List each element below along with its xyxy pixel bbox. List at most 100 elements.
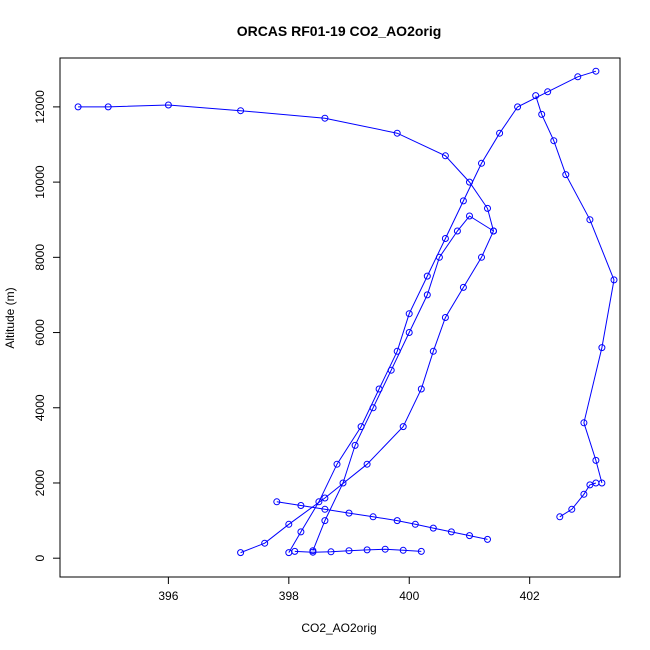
- data-point: [441, 235, 449, 242]
- data-point: [429, 347, 437, 355]
- series-line-0: [78, 104, 495, 554]
- data-point: [164, 101, 172, 109]
- data-point: [459, 197, 467, 205]
- data-point: [538, 110, 546, 118]
- data-point: [297, 502, 305, 509]
- data-point: [315, 498, 323, 506]
- data-point: [237, 549, 245, 557]
- data-point: [568, 505, 576, 513]
- data-point: [309, 548, 317, 556]
- x-axis: 396 398 400 402: [158, 576, 540, 603]
- data-point: [514, 103, 522, 111]
- data-point: [586, 216, 594, 224]
- data-point: [580, 490, 588, 498]
- data-point: [484, 204, 491, 212]
- data-point: [74, 103, 82, 111]
- data-point: [441, 314, 449, 321]
- data-point: [393, 129, 401, 137]
- data-point: [399, 546, 407, 554]
- data-point: [435, 253, 443, 261]
- series-line-1: [288, 70, 597, 553]
- data-point: [490, 227, 497, 235]
- data-point: [363, 460, 371, 468]
- data-point: [610, 276, 618, 284]
- y-tick-label: 8000: [33, 244, 47, 271]
- data-point: [574, 73, 582, 81]
- data-point: [339, 479, 347, 487]
- data-point: [405, 310, 413, 318]
- y-tick-label: 12000: [33, 90, 47, 124]
- data-point: [273, 498, 281, 506]
- series-line-4: [559, 482, 597, 518]
- plot-frame: [59, 57, 621, 578]
- data-point: [321, 114, 329, 122]
- data-point: [586, 481, 594, 489]
- data-point: [466, 532, 473, 540]
- data-point: [345, 547, 353, 555]
- data-point: [261, 539, 269, 547]
- x-tick-label: 396: [158, 589, 178, 603]
- data-point: [285, 520, 293, 528]
- data-point: [363, 546, 371, 554]
- data-point: [580, 419, 588, 427]
- data-point: [297, 528, 305, 536]
- data-point: [592, 67, 600, 75]
- data-point: [393, 517, 401, 525]
- data-point: [423, 291, 431, 299]
- y-axis-label: Altitude (m): [3, 287, 17, 348]
- y-tick-label: 10000: [33, 165, 47, 199]
- data-point: [598, 344, 606, 352]
- data-point: [369, 513, 377, 521]
- data-point: [459, 283, 467, 291]
- data-point: [423, 272, 431, 280]
- y-tick-label: 2000: [33, 469, 47, 496]
- data-point: [484, 535, 491, 543]
- data-point: [417, 547, 425, 555]
- series-line-2: [312, 215, 494, 551]
- data-point: [556, 513, 564, 521]
- data-point: [321, 494, 329, 502]
- data-point: [405, 329, 413, 336]
- data-point: [592, 479, 600, 487]
- data-point: [104, 103, 112, 111]
- x-tick-label: 402: [520, 589, 540, 603]
- x-tick-label: 400: [399, 589, 419, 603]
- data-point: [453, 227, 461, 235]
- x-axis-label: CO2_AO2orig: [301, 621, 376, 635]
- data-point: [327, 548, 335, 556]
- data-point: [478, 253, 485, 261]
- data-point: [351, 441, 359, 449]
- data-point: [496, 129, 504, 137]
- y-axis: 0 2000 4000 6000 8000 10000 12000: [33, 90, 61, 562]
- data-point: [333, 460, 341, 468]
- data-point: [237, 107, 245, 115]
- data-point: [478, 159, 485, 167]
- data-point: [321, 505, 329, 513]
- data-point: [345, 509, 353, 517]
- data-point: [399, 423, 407, 431]
- data-point: [550, 137, 558, 145]
- series-line-3: [535, 95, 615, 484]
- data-point: [441, 152, 449, 160]
- data-point: [592, 456, 600, 464]
- data-point: [417, 385, 425, 393]
- data-point: [544, 88, 552, 96]
- x-tick-label: 398: [279, 589, 299, 603]
- data-point: [387, 366, 395, 374]
- y-tick-label: 4000: [33, 394, 47, 421]
- data-point: [562, 171, 570, 179]
- data-point: [429, 524, 437, 532]
- data-point: [532, 92, 540, 100]
- y-tick-label: 6000: [33, 319, 47, 346]
- data-point: [321, 517, 329, 525]
- data-point: [411, 520, 419, 528]
- data-point: [369, 404, 377, 412]
- data-point: [291, 547, 299, 555]
- data-point: [381, 545, 389, 553]
- plot-content: [74, 67, 618, 557]
- chart-title: ORCAS RF01-19 CO2_AO2orig: [237, 23, 442, 39]
- data-point: [466, 212, 473, 220]
- data-point: [447, 528, 455, 536]
- series-line-5: [276, 501, 488, 540]
